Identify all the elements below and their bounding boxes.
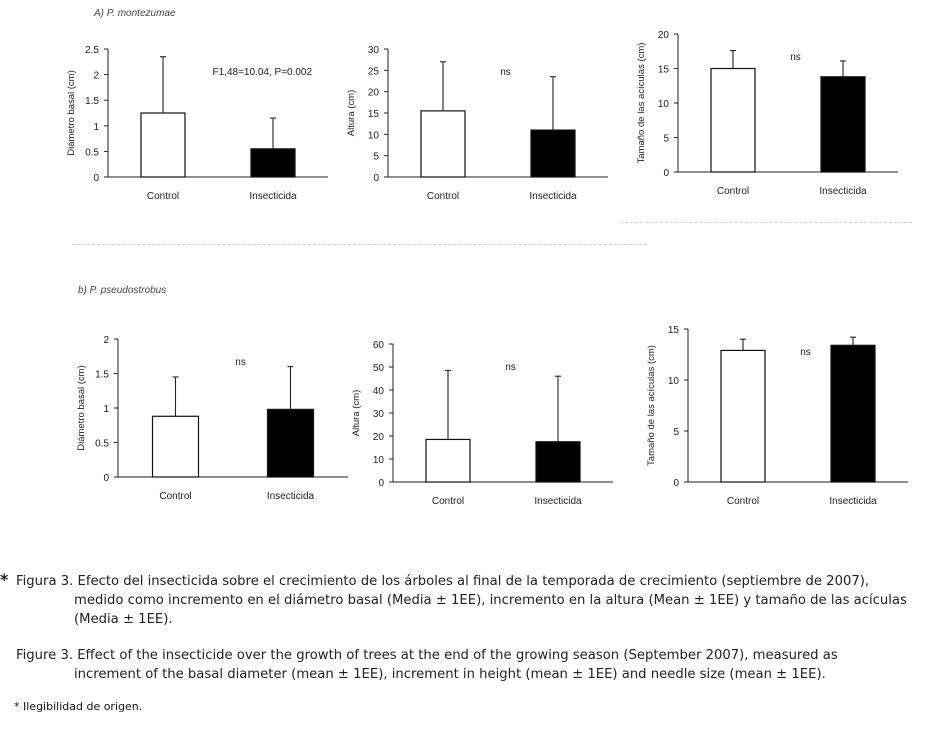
y-tick-label: 1.5	[85, 96, 99, 107]
significance-annotation: ns	[800, 347, 811, 358]
bar-control	[140, 112, 186, 178]
y-axis-label: Altura (cm)	[351, 390, 362, 436]
x-tick-label: Control	[147, 191, 179, 202]
separator-top-left	[72, 244, 647, 245]
y-axis-label: Tamaño de las acículas (cm)	[636, 43, 647, 164]
y-tick-label: 10	[668, 376, 680, 387]
x-tick-label: Control	[727, 496, 759, 507]
y-tick-label: 15	[658, 65, 670, 76]
y-tick-label: 0.5	[85, 147, 99, 158]
y-axis-label: Tamaño de las acículas (cm)	[646, 345, 657, 466]
y-tick-label: 30	[368, 45, 380, 56]
y-tick-label: 1	[103, 404, 109, 415]
x-tick-label: Insecticida	[829, 496, 877, 507]
x-tick-label: Control	[159, 491, 191, 502]
x-tick-label: Insecticida	[267, 491, 315, 502]
caption-spanish: Figura 3. Efecto del insecticida sobre e…	[16, 572, 942, 629]
bar-insecticida	[530, 129, 576, 178]
x-tick-label: Insecticida	[819, 186, 867, 197]
y-tick-label: 5	[673, 427, 679, 438]
significance-annotation: ns	[790, 52, 801, 63]
bar-control	[420, 110, 466, 178]
bar-insecticida	[535, 441, 581, 483]
caption-es-line1: Figura 3. Efecto del insecticida sobre e…	[16, 574, 870, 589]
y-tick-label: 10	[373, 455, 385, 466]
y-tick-label: 0	[373, 173, 379, 184]
y-tick-label: 1	[93, 122, 99, 133]
y-tick-label: 2	[103, 335, 109, 346]
y-tick-label: 5	[373, 152, 379, 163]
y-tick-label: 40	[373, 386, 385, 397]
x-tick-label: Control	[427, 191, 459, 202]
y-tick-label: 15	[368, 109, 380, 120]
significance-annotation: ns	[505, 362, 516, 373]
y-tick-label: 0.5	[95, 439, 109, 450]
bar-insecticida	[266, 408, 315, 478]
y-tick-label: 50	[373, 363, 385, 374]
bar-control	[720, 349, 766, 483]
bar-control	[425, 438, 471, 483]
y-tick-label: 10	[368, 130, 380, 141]
bar-insecticida	[820, 76, 866, 173]
significance-annotation: ns	[500, 67, 511, 78]
y-tick-label: 20	[368, 88, 380, 99]
bar-control	[710, 67, 756, 173]
y-axis-label: Diámetro basal (cm)	[66, 70, 77, 156]
bar-insecticida	[830, 344, 876, 483]
y-tick-label: 0	[378, 478, 384, 489]
y-tick-label: 10	[658, 99, 670, 110]
caption-en-rest: increment of the basal diameter (mean ± …	[74, 667, 826, 682]
chart-a-altura: 0 5 10 15 20 25 30 Altura (cm) Control Insecticid…	[346, 45, 608, 202]
illegibility-note: * Ilegibilidad de origen.	[14, 700, 143, 713]
y-tick-label: 20	[373, 432, 385, 443]
chart-a-diametro: 0 0.5 1 1.5 2 2.5 Diámetro basal (cm) Control In…	[66, 45, 328, 202]
chart-b-aciculas: 0 5 10 15 Tamaño de las acículas (cm) Control…	[646, 325, 908, 507]
y-tick-label: 1.5	[95, 370, 109, 381]
significance-annotation: ns	[235, 357, 246, 368]
chart-b-diametro: 0 0.5 1 1.5 2 Diámetro basal (cm) Control Insec…	[76, 335, 348, 502]
caption-en-line1: Figure 3. Effect of the insecticide over…	[16, 648, 838, 663]
bar-insecticida	[250, 148, 296, 178]
x-tick-label: Insecticida	[529, 191, 577, 202]
y-tick-label: 0	[663, 168, 669, 179]
y-tick-label: 0	[93, 173, 99, 184]
y-tick-label: 15	[668, 325, 680, 336]
y-axis-label: Diámetro basal (cm)	[76, 365, 87, 451]
panel-b-label: b) P. pseudostrobus	[78, 285, 167, 296]
chart-a-aciculas: 0 5 10 15 20 Tamaño de las acículas (cm) Contr…	[636, 30, 898, 197]
y-tick-label: 0	[673, 478, 679, 489]
y-tick-label: 2	[93, 71, 99, 82]
chart-b-altura: 0 10 20 30 40 50 60 Altura (cm) Control Insectici…	[351, 340, 613, 507]
y-tick-label: 60	[373, 340, 385, 351]
x-tick-label: Control	[432, 496, 464, 507]
bar-control	[151, 415, 200, 478]
y-tick-label: 2.5	[85, 45, 99, 56]
x-tick-label: Control	[717, 186, 749, 197]
y-axis-label: Altura (cm)	[346, 90, 357, 136]
panel-a-label: A) P. montezumae	[94, 8, 176, 19]
significance-annotation: F1,48=10.04, P=0.002	[213, 67, 313, 78]
separator-top-right	[620, 222, 912, 223]
caption-english: Figure 3. Effect of the insecticide over…	[16, 646, 942, 684]
y-tick-label: 25	[368, 66, 380, 77]
y-tick-label: 5	[663, 134, 669, 145]
x-tick-label: Insecticida	[534, 496, 582, 507]
y-tick-label: 30	[373, 409, 385, 420]
caption-star: *	[0, 570, 9, 589]
caption-es-rest: medido como incremento en el diámetro ba…	[74, 593, 907, 627]
y-tick-label: 0	[103, 473, 109, 484]
x-tick-label: Insecticida	[249, 191, 297, 202]
y-tick-label: 20	[658, 30, 670, 41]
